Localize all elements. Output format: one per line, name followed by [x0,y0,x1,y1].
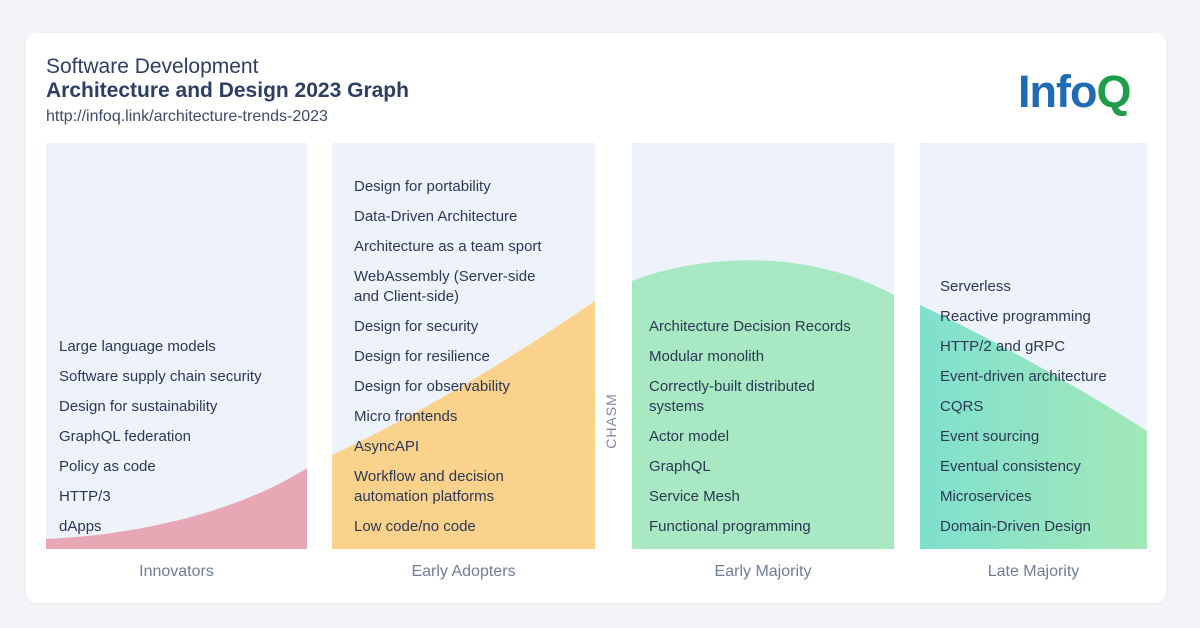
adoption-curve-innovators [46,468,307,549]
technology-item: Design for portability [354,178,491,195]
technology-item: CQRS [940,398,984,415]
technology-item: Functional programming [649,518,811,535]
adoption-curve-early-majority [632,260,894,549]
infoq-logo: InfoQ [1018,66,1131,118]
logo-text-info: Info [1018,66,1097,117]
technology-item: Micro frontends [354,408,458,425]
technology-item: dApps [59,518,102,535]
technology-item: Serverless [940,278,1011,295]
panel-innovators [46,143,307,549]
technology-item: Policy as code [59,458,156,475]
column-label-early-adopters: Early Adopters [411,563,516,580]
technology-item: HTTP/2 and gRPC [940,338,1066,355]
technology-item: WebAssembly (Server-side [354,268,536,285]
technology-item: Domain-Driven Design [940,518,1091,535]
title-line-1: Software Development [46,55,259,78]
technology-item: Workflow and decision [354,468,504,485]
technology-item: Eventual consistency [940,458,1081,475]
technology-item: Service Mesh [649,488,740,505]
technology-item: Architecture as a team sport [354,238,542,255]
technology-item: Event-driven architecture [940,368,1107,385]
technology-item: Architecture Decision Records [649,318,851,335]
column-label-late-majority: Late Majority [987,563,1080,580]
technology-item: Software supply chain security [59,368,262,385]
source-url[interactable]: http://infoq.link/architecture-trends-20… [46,108,328,125]
technology-item: Modular monolith [649,348,765,365]
chasm-label: CHASM [603,393,619,449]
technology-item: GraphQL [649,458,711,475]
technology-item: Correctly-built distributed [649,378,815,395]
adoption-curve-late-majority [920,305,1147,549]
technology-item: Reactive programming [940,308,1091,325]
technology-item: Design for security [354,318,479,335]
technology-item: Microservices [940,488,1032,505]
title-line-2: Architecture and Design 2023 Graph [46,79,409,102]
technology-item: Design for observability [354,378,510,395]
adoption-curve-early-adopters [332,301,595,549]
panel-early-adopters [332,143,595,549]
technology-item: GraphQL federation [59,428,192,445]
technology-item: Actor model [649,428,730,445]
technology-item: Low code/no code [354,518,476,535]
technology-item: HTTP/3 [59,488,111,505]
technology-item: Event sourcing [940,428,1040,445]
column-label-innovators: Innovators [139,563,214,580]
technology-item: Data-Driven Architecture [354,208,518,225]
technology-item: Design for sustainability [59,398,218,415]
panel-early-majority [632,143,894,549]
logo-text-q: Q [1096,66,1131,117]
technology-item: and Client-side) [354,288,460,305]
panel-late-majority [920,143,1147,549]
technology-item: systems [649,398,705,415]
technology-item: AsyncAPI [354,438,420,455]
technology-item: automation platforms [354,488,495,505]
technology-item: Large language models [59,338,216,355]
technology-item: Design for resilience [354,348,490,365]
column-label-early-majority: Early Majority [714,563,812,580]
